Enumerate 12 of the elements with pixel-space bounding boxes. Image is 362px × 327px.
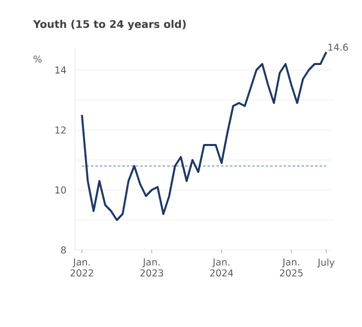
y-axis-title: %: [34, 55, 42, 63]
chart-title: Youth (15 to 24 years old): [33, 20, 186, 30]
y-tick-label: 14: [56, 66, 66, 74]
x-tick-label: Jan. 2024: [210, 258, 234, 276]
x-tick-label: July: [317, 258, 334, 268]
x-tick-label: Jan. 2023: [140, 258, 164, 276]
x-tick-label: Jan. 2022: [70, 258, 94, 276]
x-tick-label: Jan. 2025: [280, 258, 303, 276]
y-tick-label: 8: [61, 246, 66, 254]
data-label: 14.6: [328, 44, 348, 51]
y-tick-label: 10: [56, 186, 66, 194]
y-tick-label: 12: [56, 126, 66, 134]
